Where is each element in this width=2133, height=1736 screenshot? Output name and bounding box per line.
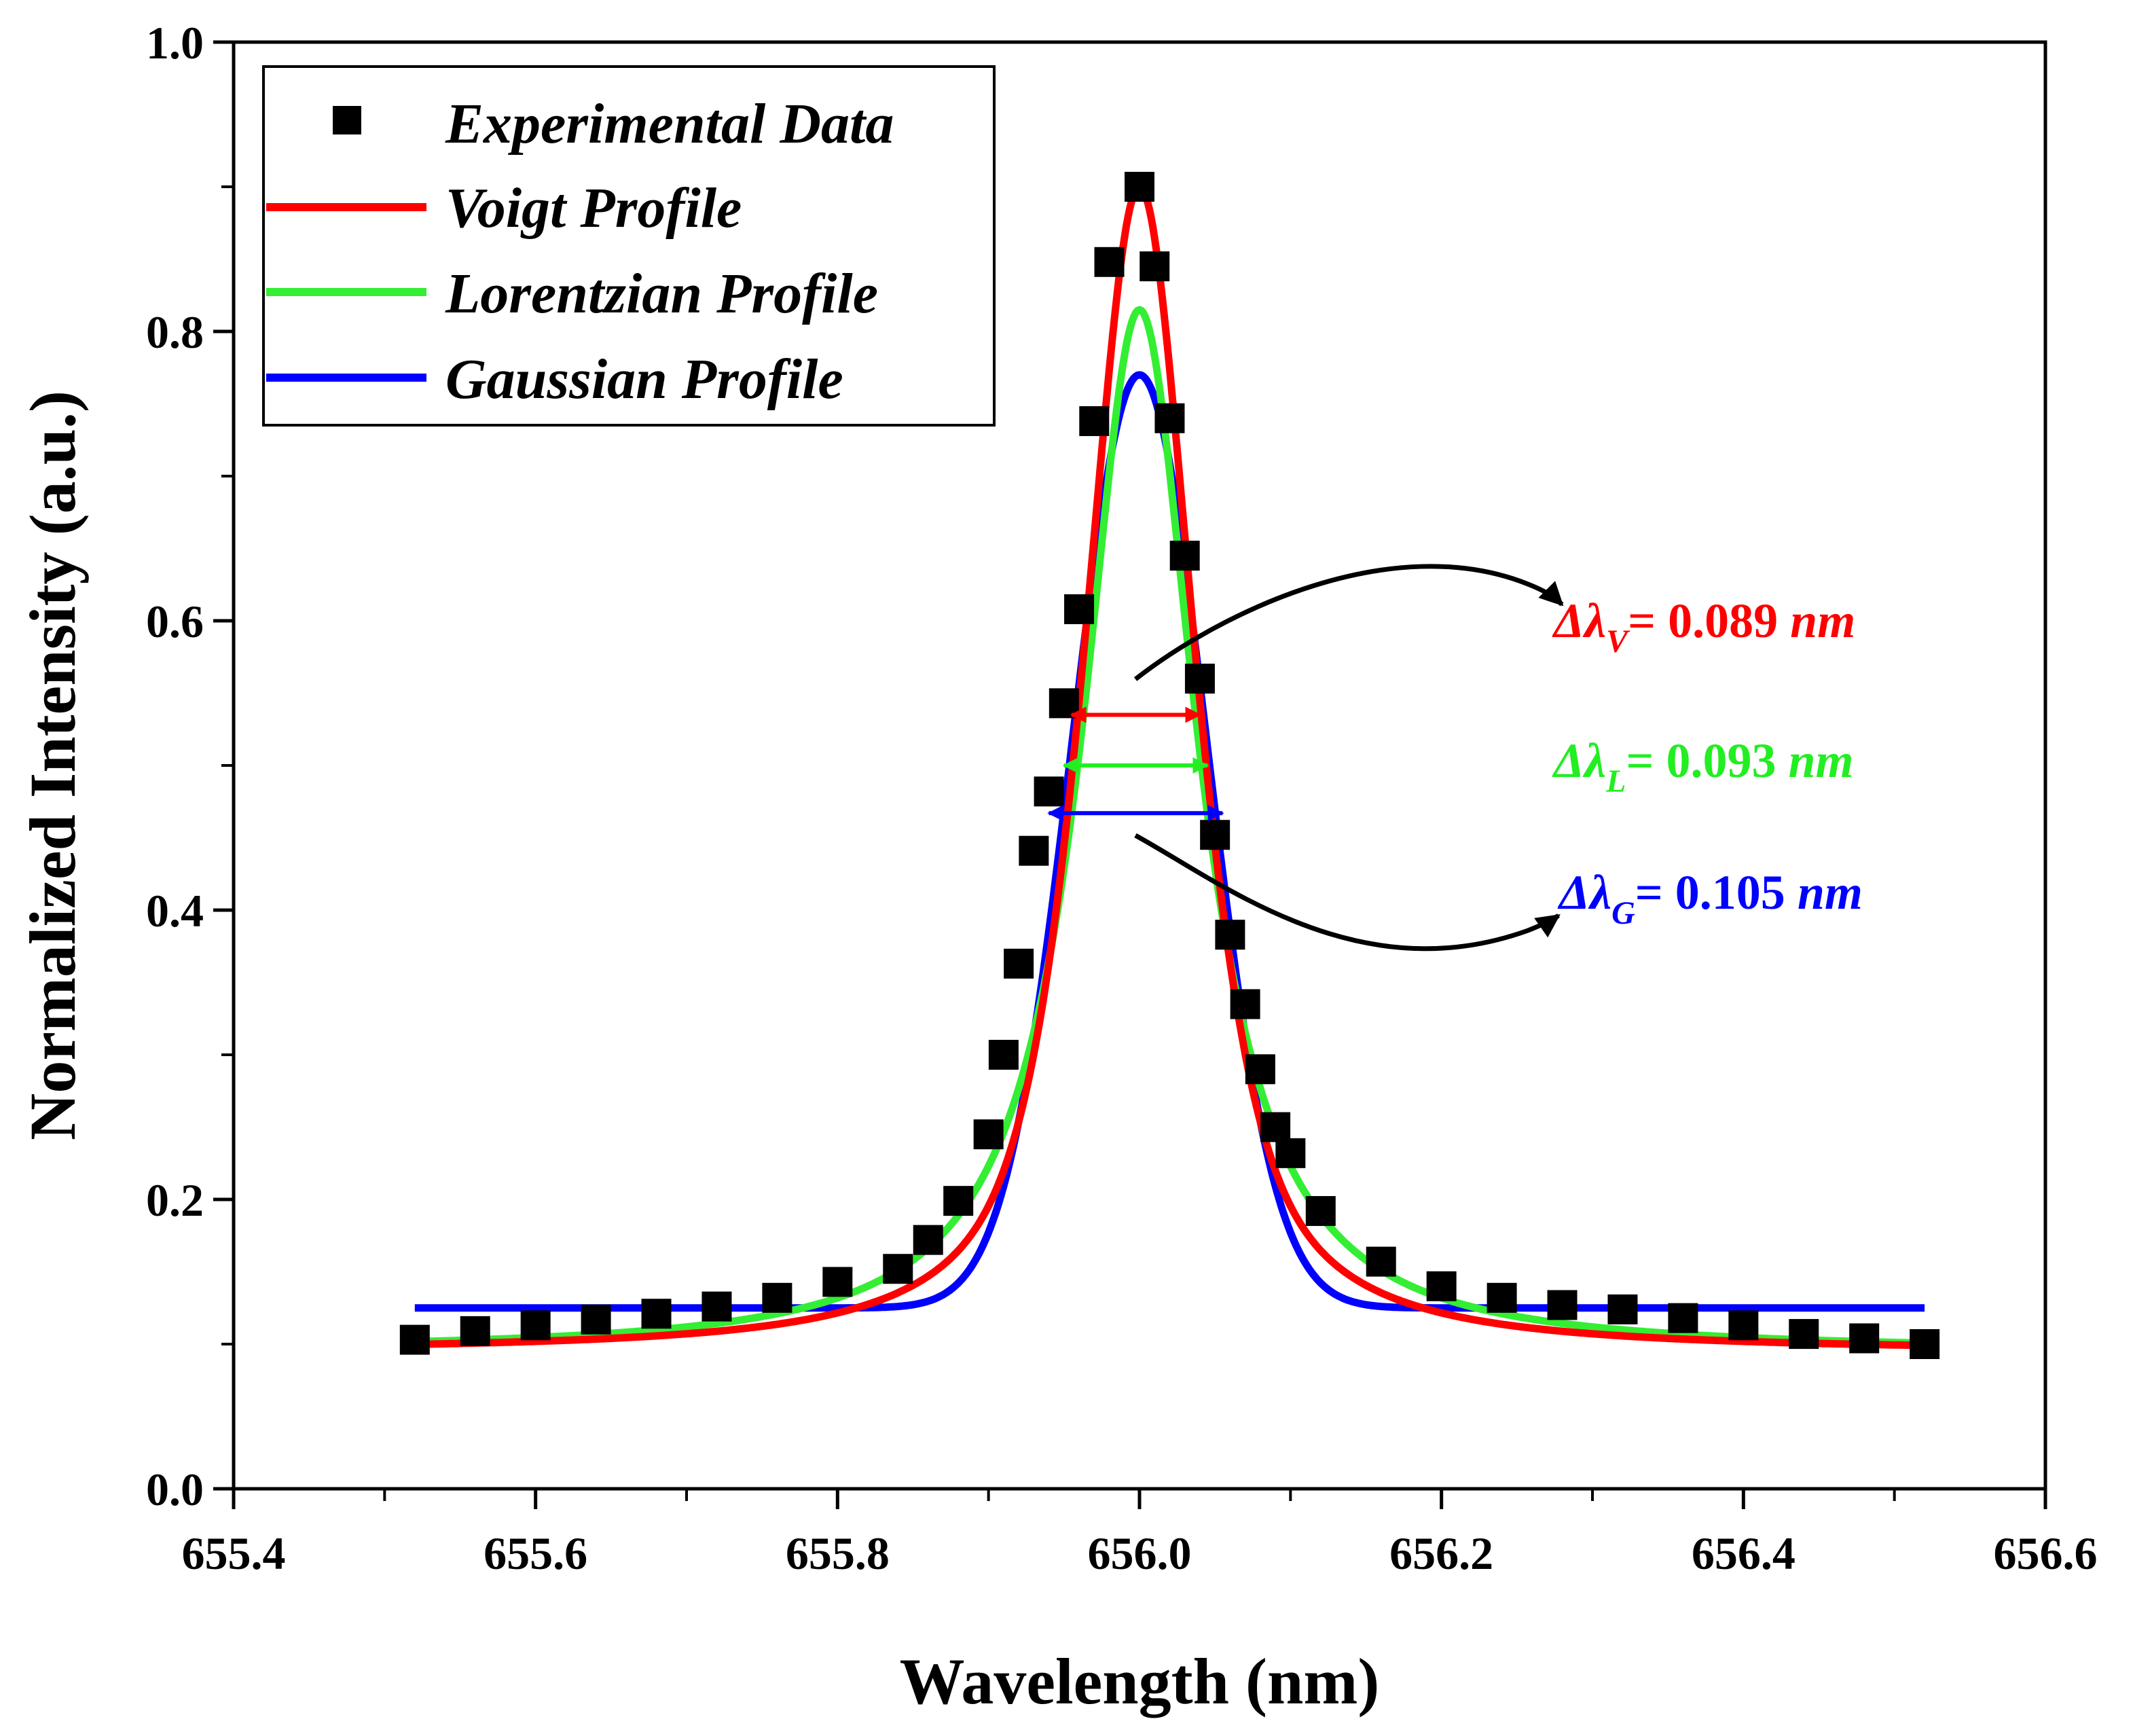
data-point	[1034, 776, 1064, 807]
data-point	[1079, 406, 1110, 437]
x-axis-title: Wavelength (nm)	[900, 1645, 1380, 1718]
data-point	[1607, 1294, 1638, 1324]
data-point	[1169, 541, 1200, 571]
data-point	[762, 1282, 792, 1313]
data-point	[581, 1304, 611, 1335]
data-point	[1245, 1054, 1275, 1085]
legend-label-gaussian: Gaussian Profile	[445, 348, 843, 411]
annotation-gaussian: ΔλG= 0.105 nm	[1557, 865, 1863, 931]
annotation-lorentzian: ΔλL= 0.093 nm	[1552, 734, 1854, 799]
data-point	[883, 1254, 913, 1284]
plot-layer	[399, 172, 1940, 1359]
legend-label-voigt: Voigt Profile	[445, 177, 742, 240]
data-point	[1789, 1319, 1819, 1350]
y-tick-label: 0.2	[146, 1174, 204, 1226]
legend-label-lorentzian: Lorentzian Profile	[445, 262, 878, 325]
legend-box	[262, 65, 996, 427]
data-point	[1140, 251, 1170, 282]
series-line-voigt-profile	[413, 183, 1927, 1350]
data-point	[1910, 1329, 1940, 1359]
x-tick-label: 656.0	[1088, 1527, 1192, 1579]
x-tick-label: 655.4	[182, 1527, 286, 1579]
data-point	[1260, 1112, 1291, 1142]
data-point	[1366, 1246, 1396, 1277]
axes-layer: 655.4 655.6 655.8 656.0 656.2 656.4 656.6 0.0 0.…	[16, 17, 2098, 1718]
legend: Experimental Data Voigt Profile Lorentzi…	[262, 65, 996, 427]
x-tick-label: 656.6	[1994, 1527, 2098, 1579]
data-point	[1230, 989, 1260, 1019]
y-tick-label: 0.4	[146, 885, 204, 937]
annotation-arrow-upper	[1133, 564, 1564, 681]
data-point	[973, 1119, 1004, 1150]
data-point	[1094, 247, 1125, 277]
data-point	[1200, 820, 1230, 850]
legend-marker-experimental	[333, 106, 361, 134]
series-line-lorentzian-profile	[413, 306, 1927, 1347]
data-point	[1275, 1138, 1306, 1168]
y-tick-label: 0.6	[146, 596, 204, 647]
data-point	[701, 1291, 732, 1322]
data-point	[399, 1324, 430, 1355]
data-point	[1487, 1282, 1517, 1313]
data-point	[1849, 1323, 1880, 1354]
series-line-gaussian-profile	[413, 371, 1927, 1312]
x-tick-label: 655.6	[484, 1527, 587, 1579]
legend-label-experimental: Experimental Data	[445, 92, 894, 156]
data-point	[1064, 594, 1095, 624]
data-point	[1668, 1303, 1698, 1333]
data-point	[460, 1316, 490, 1346]
x-tick-label: 656.4	[1692, 1527, 1795, 1579]
x-tick-label: 656.2	[1389, 1527, 1493, 1579]
data-point	[943, 1186, 974, 1216]
annotation-voigt: ΔλV= 0.089 nm	[1552, 594, 1855, 659]
data-point	[988, 1040, 1019, 1070]
data-point	[1004, 948, 1034, 979]
data-point	[1184, 664, 1215, 694]
annotation-arrow-lower	[1134, 833, 1561, 952]
y-tick-label: 1.0	[146, 17, 204, 69]
data-point	[1305, 1196, 1336, 1227]
data-point	[1019, 835, 1049, 866]
y-tick-label: 0.8	[146, 306, 204, 358]
data-point	[1154, 403, 1185, 433]
y-axis-title: Normalized Intensity (a.u.)	[16, 391, 89, 1140]
data-point	[822, 1267, 853, 1297]
data-point	[1426, 1271, 1457, 1301]
data-point	[1215, 920, 1245, 950]
data-point	[1728, 1310, 1759, 1341]
data-point	[1125, 172, 1154, 202]
y-tick-label: 0.0	[146, 1464, 204, 1515]
data-point	[1547, 1290, 1578, 1320]
data-point	[913, 1225, 943, 1255]
data-point	[641, 1299, 672, 1329]
data-point	[520, 1310, 551, 1341]
x-tick-label: 655.8	[786, 1527, 890, 1579]
